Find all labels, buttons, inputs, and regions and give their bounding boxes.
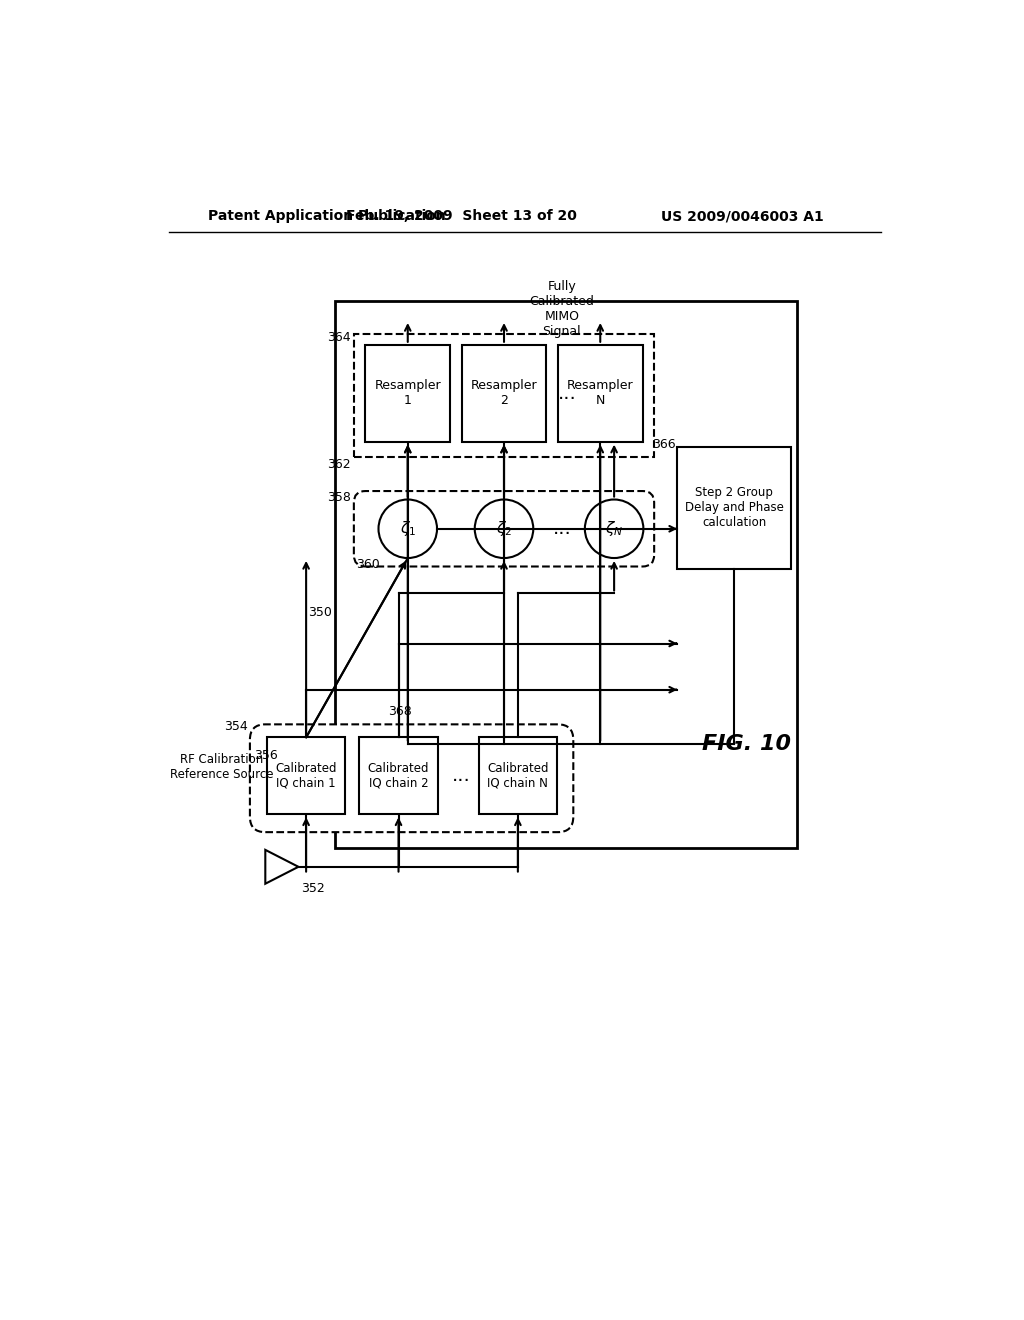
Circle shape xyxy=(475,499,534,558)
Bar xyxy=(366,345,451,442)
Text: FIG. 10: FIG. 10 xyxy=(702,734,792,754)
Polygon shape xyxy=(265,850,298,884)
Text: Calibrated
IQ chain 2: Calibrated IQ chain 2 xyxy=(368,762,429,789)
Text: Calibrated
IQ chain N: Calibrated IQ chain N xyxy=(487,762,549,789)
Bar xyxy=(478,738,557,814)
Text: Fully
Calibrated
MIMO
Signal: Fully Calibrated MIMO Signal xyxy=(529,280,594,338)
Text: Calibrated
IQ chain 1: Calibrated IQ chain 1 xyxy=(275,762,337,789)
Bar xyxy=(267,738,345,814)
Text: 352: 352 xyxy=(301,882,326,895)
Bar xyxy=(558,345,643,442)
Text: $\zeta_N$: $\zeta_N$ xyxy=(605,519,624,539)
Text: Feb. 19, 2009  Sheet 13 of 20: Feb. 19, 2009 Sheet 13 of 20 xyxy=(346,209,578,223)
Text: $\zeta_2$: $\zeta_2$ xyxy=(496,519,512,539)
Bar xyxy=(335,301,797,847)
Text: $\zeta_1$: $\zeta_1$ xyxy=(399,519,416,539)
Bar xyxy=(677,447,792,569)
Text: ...: ... xyxy=(552,519,571,539)
FancyBboxPatch shape xyxy=(250,725,573,832)
Text: 364: 364 xyxy=(327,330,351,343)
Text: 368: 368 xyxy=(388,705,413,718)
Text: Resampler
2: Resampler 2 xyxy=(471,379,538,408)
Text: Resampler
1: Resampler 1 xyxy=(375,379,441,408)
Text: 350: 350 xyxy=(308,606,333,619)
Circle shape xyxy=(379,499,437,558)
Text: US 2009/0046003 A1: US 2009/0046003 A1 xyxy=(660,209,823,223)
FancyBboxPatch shape xyxy=(354,491,654,566)
Text: 362: 362 xyxy=(327,458,351,471)
Text: 360: 360 xyxy=(356,558,380,572)
Text: Resampler
N: Resampler N xyxy=(567,379,634,408)
Text: 354: 354 xyxy=(224,721,248,733)
Text: ...: ... xyxy=(453,767,471,785)
Bar xyxy=(359,738,438,814)
Circle shape xyxy=(585,499,643,558)
Bar xyxy=(354,334,654,457)
Text: 358: 358 xyxy=(327,491,351,504)
Text: RF Calibration
Reference Source: RF Calibration Reference Source xyxy=(170,752,273,780)
Text: 356: 356 xyxy=(254,748,278,762)
Text: Step 2 Group
Delay and Phase
calculation: Step 2 Group Delay and Phase calculation xyxy=(685,487,783,529)
Text: Patent Application Publication: Patent Application Publication xyxy=(208,209,445,223)
Text: ...: ... xyxy=(558,384,577,403)
Bar xyxy=(462,345,547,442)
Text: 366: 366 xyxy=(652,438,676,451)
